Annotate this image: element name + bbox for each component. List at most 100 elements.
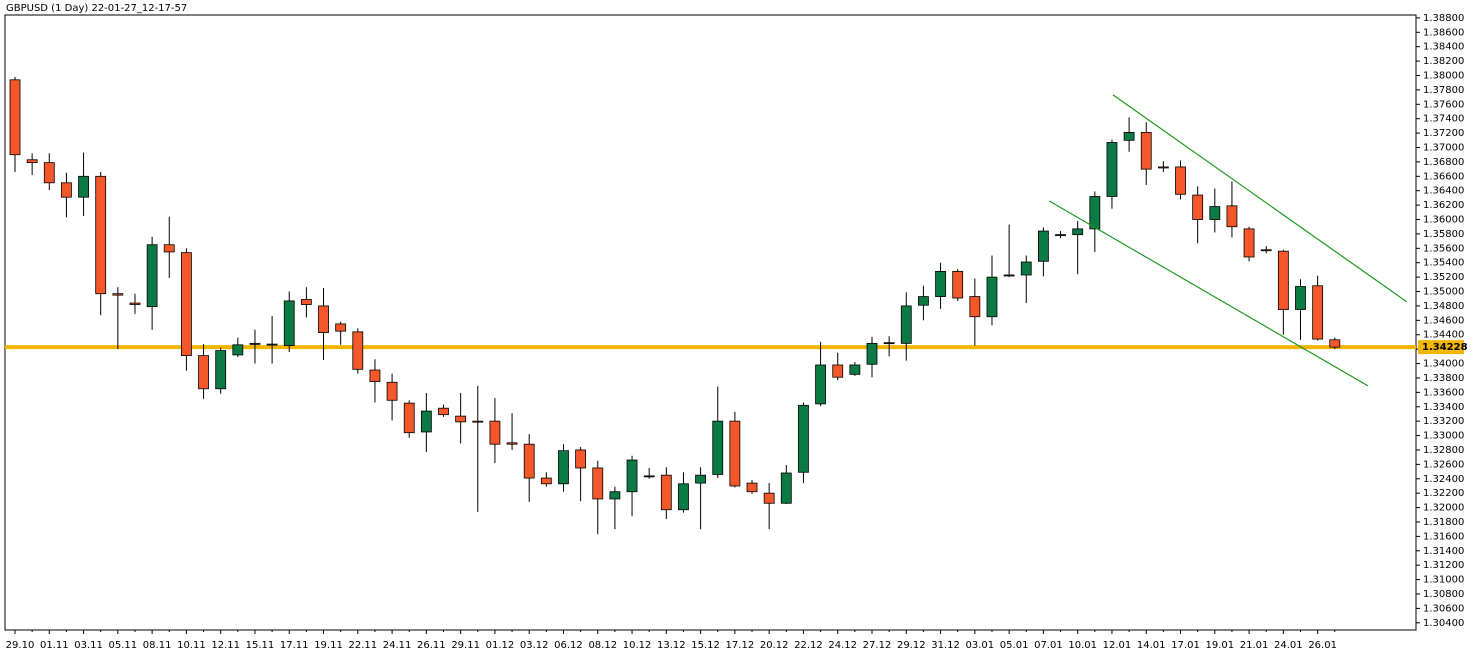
y-tick-label: 1.34800	[1423, 301, 1464, 312]
candle-body	[43, 162, 55, 184]
y-tick-label: 1.38400	[1423, 42, 1464, 53]
candle-body	[643, 475, 655, 478]
candle-body	[1003, 274, 1015, 277]
x-tick-label: 03.12	[520, 640, 549, 651]
candle-body	[986, 276, 998, 318]
x-tick-label: 14.01	[1137, 640, 1166, 651]
price-box-label: 1.34228	[1422, 342, 1468, 353]
candle-body	[26, 159, 38, 164]
x-tick-label: 10.11	[177, 640, 206, 651]
x-tick-label: 19.11	[314, 640, 343, 651]
candle-body	[266, 343, 278, 346]
x-tick-label: 13.12	[657, 640, 686, 651]
y-tick-label: 1.37400	[1423, 114, 1464, 125]
x-tick-label: 17.12	[726, 640, 755, 651]
x-tick-label: 08.12	[588, 640, 617, 651]
x-tick-label: 05.11	[109, 640, 138, 651]
candle-body	[969, 296, 981, 318]
chart-title: GBPUSD (1 Day) 22-01-27_12-17-57	[6, 3, 187, 14]
candle-body	[626, 459, 638, 493]
x-tick-label: 21.01	[1240, 640, 1269, 651]
y-tick-label: 1.37000	[1423, 143, 1464, 154]
candle-body	[386, 381, 398, 401]
x-tick-label: 31.12	[931, 640, 960, 651]
x-tick-label: 06.12	[554, 640, 583, 651]
x-tick-label: 10.12	[623, 640, 652, 651]
y-tick-label: 1.30400	[1423, 618, 1464, 629]
y-tick-label: 1.35600	[1423, 243, 1464, 254]
candle-body	[678, 483, 689, 511]
y-tick-label: 1.30600	[1423, 603, 1464, 614]
candle-body	[1140, 131, 1152, 170]
x-tick-label: 24.01	[1274, 640, 1303, 651]
candle-body	[729, 420, 741, 487]
y-tick-label: 1.36200	[1423, 200, 1464, 211]
trendline	[1048, 200, 1369, 387]
candle-body	[832, 364, 844, 378]
candle-body	[352, 331, 364, 370]
y-tick-label: 1.38000	[1423, 70, 1464, 81]
candle-body	[1312, 285, 1324, 340]
candle-body	[232, 344, 244, 356]
x-tick-label: 01.11	[40, 640, 69, 651]
candle-body	[283, 300, 295, 346]
candle-body	[1020, 261, 1032, 276]
y-tick-label: 1.31800	[1423, 517, 1464, 528]
y-tick-label: 1.37800	[1423, 85, 1464, 96]
candle-body	[249, 342, 261, 345]
y-tick-label: 1.33200	[1423, 416, 1464, 427]
candle-body	[455, 415, 467, 423]
x-tick-label: 29.11	[451, 640, 480, 651]
candle-body	[472, 420, 484, 423]
y-tick-label: 1.33800	[1423, 373, 1464, 384]
y-tick-label: 1.33400	[1423, 402, 1464, 413]
candle-body	[1175, 166, 1186, 195]
candle-body	[129, 302, 141, 305]
candle-body	[78, 175, 89, 198]
candle-body	[815, 364, 826, 405]
y-tick-label: 1.32400	[1423, 474, 1464, 485]
candle-body	[1072, 228, 1084, 236]
candle-body	[318, 305, 329, 333]
y-tick-label: 1.31600	[1423, 531, 1464, 542]
candle-body	[403, 402, 415, 434]
x-tick-label: 15.12	[691, 640, 720, 651]
candle-body	[798, 404, 809, 473]
y-tick-label: 1.37600	[1423, 99, 1464, 110]
candle-body	[163, 244, 175, 253]
y-tick-label: 1.31000	[1423, 575, 1464, 586]
candle-body	[438, 407, 449, 416]
trendline	[1112, 94, 1408, 303]
y-tick-label: 1.32000	[1423, 503, 1464, 514]
plot-frame	[4, 14, 1417, 631]
candle-body	[146, 244, 158, 308]
candle-body	[215, 350, 227, 390]
candle-body	[9, 79, 21, 156]
candle-body	[780, 472, 792, 504]
candle-body	[506, 442, 518, 445]
candle-body	[1277, 250, 1289, 310]
y-tick-label: 1.36800	[1423, 157, 1464, 168]
candle-body	[900, 305, 912, 344]
candle-body	[575, 449, 587, 469]
candle-body	[763, 492, 775, 504]
y-tick-label: 1.36600	[1423, 171, 1464, 182]
candle-body	[198, 355, 209, 390]
candle-body	[1209, 206, 1221, 220]
x-tick-label: 05.01	[1000, 640, 1029, 651]
x-tick-label: 24.11	[383, 640, 412, 651]
y-tick-label: 1.31400	[1423, 546, 1464, 557]
x-tick-label: 24.12	[828, 640, 857, 651]
y-tick-label: 1.31200	[1423, 560, 1464, 571]
candle-body	[660, 474, 672, 511]
candle-body	[369, 369, 381, 382]
y-tick-label: 1.34600	[1423, 315, 1464, 326]
y-tick-label: 1.33600	[1423, 387, 1464, 398]
y-tick-label: 1.34400	[1423, 330, 1464, 341]
x-tick-label: 26.11	[417, 640, 446, 651]
candle-body	[918, 296, 929, 306]
candle-body	[335, 323, 347, 332]
candle-body	[1329, 339, 1341, 348]
candle-body	[1226, 205, 1238, 228]
